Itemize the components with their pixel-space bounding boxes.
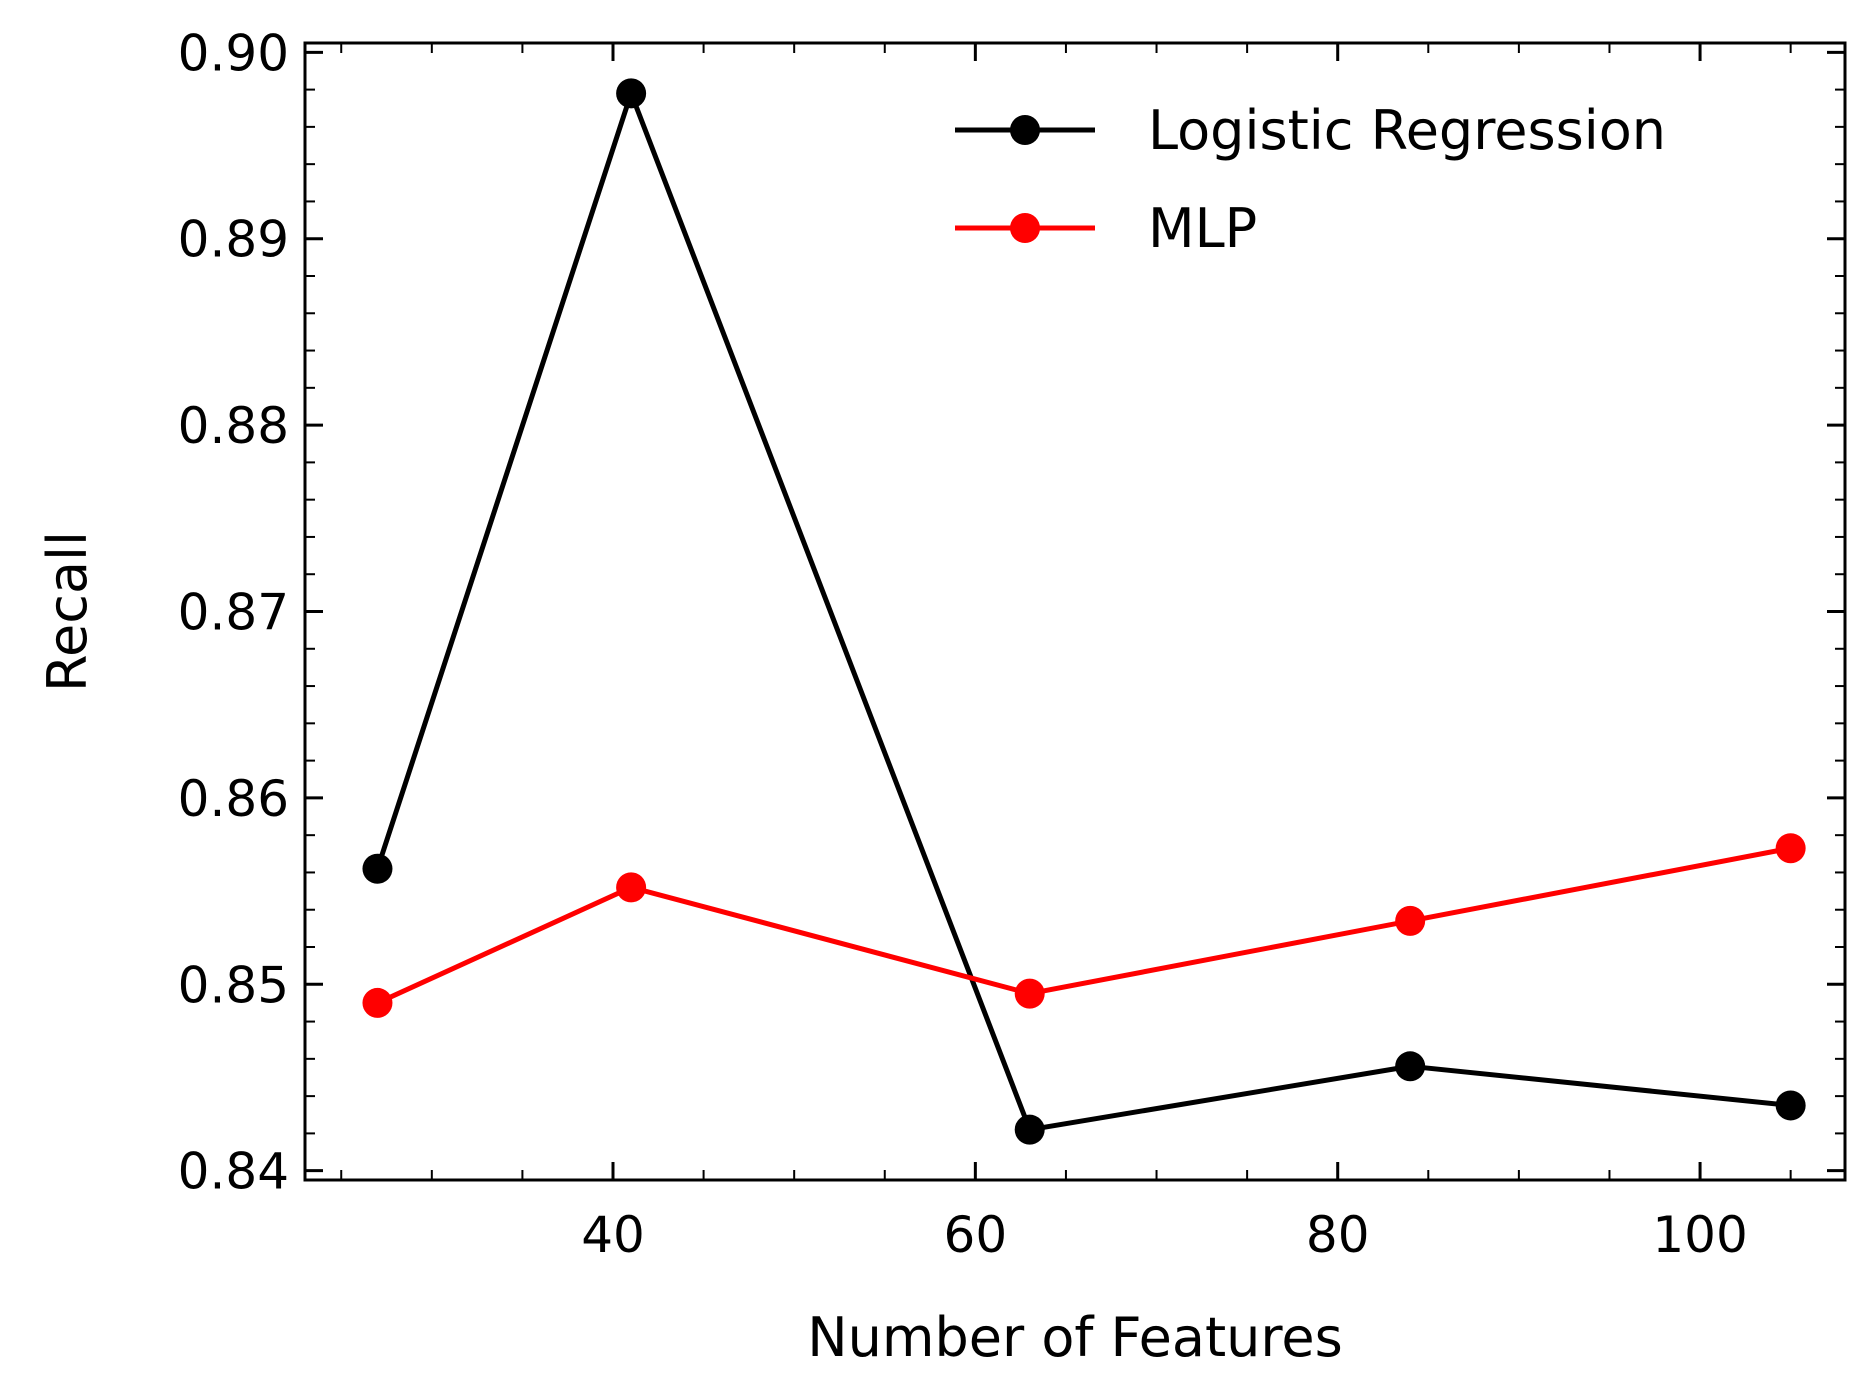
y-axis-title: Recall [36,531,99,692]
data-point-mlp [616,872,647,903]
y-tick-label: 0.86 [178,770,289,828]
legend-item-mlp: MLP [955,197,1257,260]
x-tick-label: 60 [944,1206,1008,1264]
data-point-mlp [1775,833,1806,864]
y-tick-label: 0.88 [178,397,289,455]
data-point-logistic-regression [616,78,647,109]
x-tick-label: 40 [581,1206,645,1264]
series-line-mlp [376,845,1792,1006]
x-axis-title: Number of Features [807,1306,1343,1369]
y-tick-label: 0.90 [178,24,289,82]
data-point-logistic-regression [1014,1114,1045,1145]
legend-marker-mlp [1010,213,1040,243]
x-tick-label: 100 [1652,1206,1747,1264]
y-tick-label: 0.84 [178,1143,289,1201]
x-tick-label: 80 [1306,1206,1370,1264]
data-point-mlp [362,987,393,1018]
data-point-mlp [1014,978,1045,1009]
minor-ticks [305,43,1845,1180]
major-ticks [305,43,1845,1180]
series-line-logistic-regression [375,90,1791,1133]
series-layer [362,78,1806,1145]
data-point-logistic-regression [1395,1051,1426,1082]
data-point-logistic-regression [1775,1090,1806,1121]
legend-marker-logistic-regression [1010,115,1040,145]
legend-label-logistic-regression: Logistic Regression [1148,99,1666,162]
legend-label-mlp: MLP [1148,197,1257,260]
x-tick-labels: 40 60 80 100 [581,1206,1748,1264]
legend: Logistic Regression MLP [955,99,1666,260]
data-point-mlp [1395,905,1426,936]
y-tick-label: 0.87 [178,584,289,642]
plot-area-frame [303,41,1847,1182]
data-point-logistic-regression [362,853,393,884]
legend-item-logistic-regression: Logistic Regression [955,99,1666,162]
y-tick-label: 0.89 [178,211,289,269]
y-tick-labels: 0.84 0.85 0.86 0.87 0.88 0.89 0.90 [178,24,289,1200]
y-tick-label: 0.85 [178,956,289,1014]
